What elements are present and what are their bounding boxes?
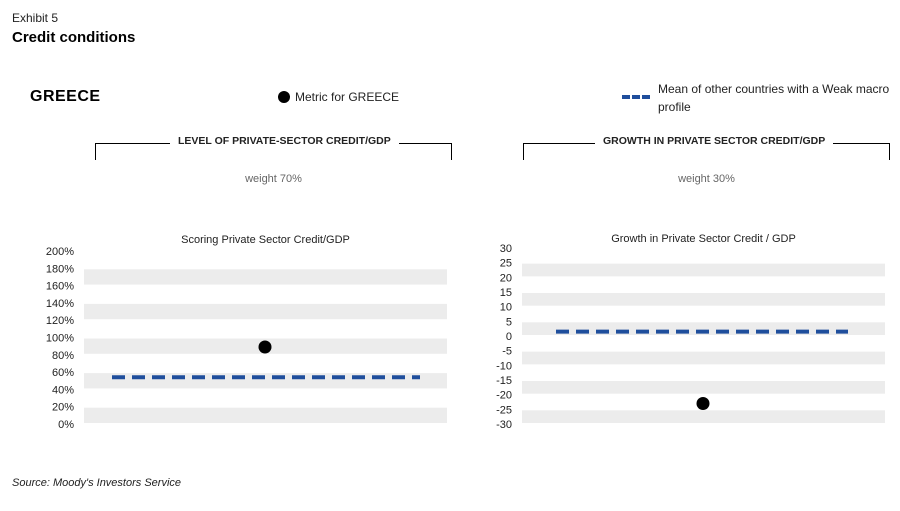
y-tick-label: 120% xyxy=(46,315,74,327)
metric-point xyxy=(258,340,272,354)
y-tick-label: 140% xyxy=(46,298,74,310)
legend-metric-label: Metric for GREECE xyxy=(295,90,400,104)
y-tick-label: -10 xyxy=(496,360,512,372)
y-tick-label: 60% xyxy=(52,367,74,379)
chart-credit-growth: Growth in Private Sector Credit / GDP -30… xyxy=(496,233,885,431)
chart-credit-level: Scoring Private Sector Credit/GDP 0% 20% 40… xyxy=(46,234,447,431)
y-tick-label: -15 xyxy=(496,375,512,387)
country-label: GREECE xyxy=(30,88,101,105)
grid-band xyxy=(522,263,885,277)
metric-point xyxy=(696,396,710,410)
y-tick-label: 15 xyxy=(500,287,512,299)
y-tick-label: 30 xyxy=(500,243,512,255)
grid-band xyxy=(522,322,885,335)
grid-band xyxy=(522,293,885,306)
y-tick-label: 80% xyxy=(52,350,74,362)
grid-band xyxy=(84,269,447,285)
grid-band xyxy=(522,410,885,423)
y-tick-label: -5 xyxy=(502,346,512,358)
y-tick-label: 0% xyxy=(58,419,74,431)
grid-band xyxy=(522,381,885,394)
exhibit-label: Exhibit 5 xyxy=(12,11,59,25)
y-tick-label: 200% xyxy=(46,246,74,258)
y-tick-label: -25 xyxy=(496,404,512,416)
y-tick-label: 100% xyxy=(46,333,74,345)
section-weight-left: weight 70% xyxy=(245,173,302,185)
section-weight-right: weight 30% xyxy=(678,173,735,185)
grid-band xyxy=(84,303,447,320)
grid-band xyxy=(522,351,885,365)
legend-mean-label: Mean of other countries with a Weak macr… xyxy=(658,82,890,114)
source-note: Source: Moody's Investors Service xyxy=(12,477,182,489)
y-tick-label: -30 xyxy=(496,419,512,431)
legend-mean-marker xyxy=(622,95,650,99)
y-tick-label: 25 xyxy=(500,258,512,270)
chart-title: Growth in Private Sector Credit / GDP xyxy=(611,233,796,245)
y-tick-label: 0 xyxy=(506,331,512,343)
y-tick-label: -20 xyxy=(496,390,512,402)
section-title-right: GROWTH IN PRIVATE SECTOR CREDIT/GDP xyxy=(595,135,834,147)
chart-title: Scoring Private Sector Credit/GDP xyxy=(181,234,350,246)
y-tick-label: 5 xyxy=(506,316,512,328)
y-tick-label: 10 xyxy=(500,302,512,314)
section-title-left: LEVEL OF PRIVATE-SECTOR CREDIT/GDP xyxy=(170,135,399,147)
y-tick-label: 40% xyxy=(52,384,74,396)
legend-metric-marker xyxy=(278,91,290,103)
y-tick-label: 180% xyxy=(46,263,74,275)
y-tick-label: 160% xyxy=(46,281,74,293)
grid-band xyxy=(84,407,447,423)
page-title: Credit conditions xyxy=(12,29,136,46)
y-tick-label: 20% xyxy=(52,402,74,414)
y-tick-label: 20 xyxy=(500,272,512,284)
